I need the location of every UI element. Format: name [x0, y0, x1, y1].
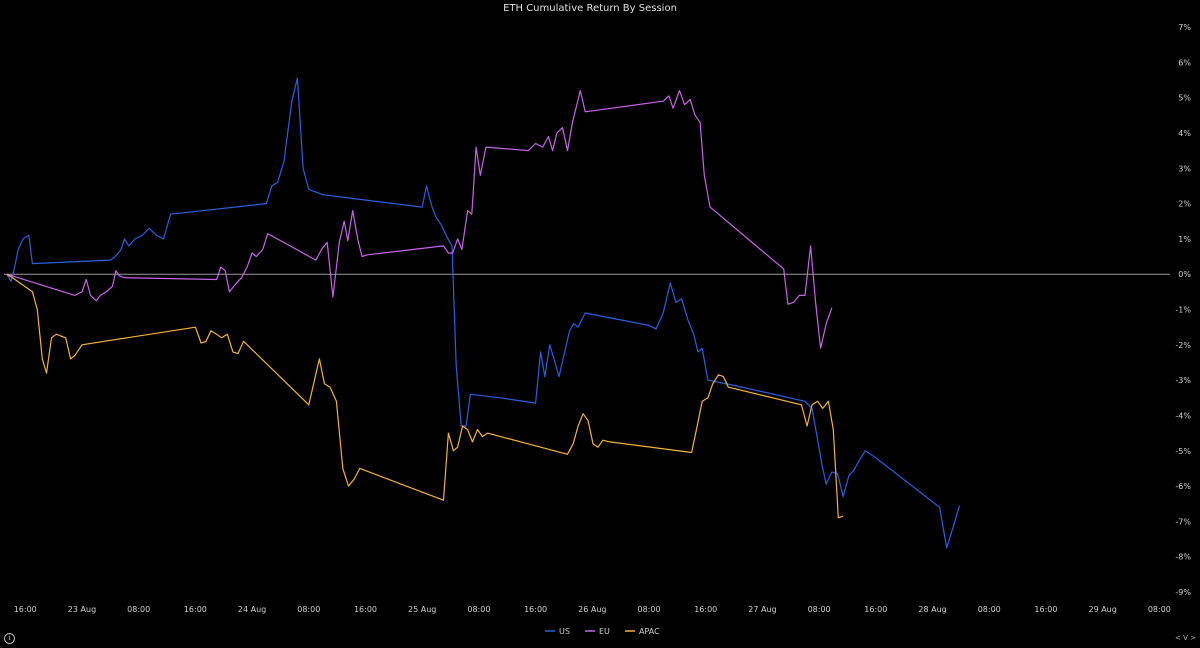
x-tick-label: 29 Aug: [1088, 605, 1116, 614]
y-tick-label: 2%: [1178, 200, 1191, 209]
nav-arrows[interactable]: < V >: [1175, 634, 1196, 642]
x-tick-label: 16:00: [184, 605, 207, 614]
x-tick-label: 16:00: [524, 605, 547, 614]
y-tick-label: 5%: [1178, 94, 1191, 103]
legend-label-us: US: [559, 627, 570, 636]
x-tick-label: 08:00: [1148, 605, 1171, 614]
x-tick-label: 08:00: [637, 605, 660, 614]
x-tick-label: 16:00: [694, 605, 717, 614]
x-axis: 16:00 23 Aug 08:00 16:00 24 Aug 08:00 16:00 25 …: [14, 605, 1171, 614]
x-tick-label: 08:00: [127, 605, 150, 614]
y-tick-label: 0%: [1178, 270, 1191, 279]
x-tick-label: 08:00: [808, 605, 831, 614]
x-tick-label: 16:00: [14, 605, 37, 614]
info-icon[interactable]: i: [4, 633, 15, 644]
legend-label-eu: EU: [599, 627, 610, 636]
y-tick-label: 7%: [1178, 23, 1191, 32]
x-tick-label: 16:00: [354, 605, 377, 614]
x-tick-label: 08:00: [467, 605, 490, 614]
y-tick-label: -1%: [1175, 306, 1191, 315]
x-tick-label: 27 Aug: [748, 605, 776, 614]
y-tick-label: -4%: [1175, 411, 1191, 420]
y-tick-label: -7%: [1175, 517, 1191, 526]
series-line-eu: [6, 89, 833, 349]
y-tick-label: -6%: [1175, 482, 1191, 491]
y-tick-label: -2%: [1175, 341, 1191, 350]
y-tick-label: 1%: [1178, 235, 1191, 244]
x-tick-label: 16:00: [1034, 605, 1057, 614]
chart-title: ETH Cumulative Return By Session: [503, 3, 677, 14]
y-tick-label: 6%: [1178, 58, 1191, 67]
x-tick-label: 08:00: [978, 605, 1001, 614]
x-tick-label: 28 Aug: [918, 605, 946, 614]
x-tick-label: 08:00: [297, 605, 320, 614]
series-layer: [6, 77, 961, 549]
series-line-apac: [6, 273, 844, 519]
y-axis: 7% 6% 5% 4% 3% 2% 1% 0% -1% -2% -3% -4% -5% -6% -7% -8%…: [1175, 23, 1191, 597]
legend-label-apac: APAC: [639, 627, 660, 636]
legend: US EU APAC: [545, 627, 660, 636]
x-tick-label: 25 Aug: [408, 605, 436, 614]
y-tick-label: -3%: [1175, 376, 1191, 385]
y-tick-label: -8%: [1175, 553, 1191, 562]
x-tick-label: 26 Aug: [578, 605, 606, 614]
y-tick-label: 4%: [1178, 129, 1191, 138]
y-tick-label: -9%: [1175, 588, 1191, 597]
x-tick-label: 23 Aug: [68, 605, 96, 614]
y-tick-label: -5%: [1175, 447, 1191, 456]
y-tick-label: 3%: [1178, 164, 1191, 173]
x-tick-label: 24 Aug: [238, 605, 266, 614]
series-line-us: [6, 77, 961, 549]
x-tick-label: 16:00: [864, 605, 887, 614]
